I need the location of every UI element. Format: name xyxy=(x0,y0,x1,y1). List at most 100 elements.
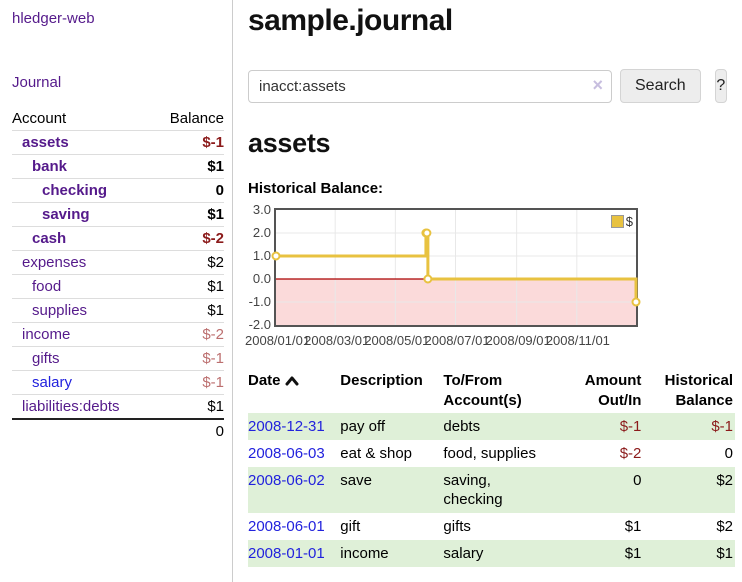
account-row: assets $-1 xyxy=(12,130,224,155)
sidebar-account-link[interactable]: saving xyxy=(42,206,90,223)
x-axis-tick-label: 2008/03/01 xyxy=(304,333,370,348)
search-button[interactable]: Search xyxy=(620,69,701,103)
search-form: × Search ? xyxy=(248,69,727,103)
sidebar-account-link[interactable]: liabilities:debts xyxy=(22,398,120,415)
account-row: checking 0 xyxy=(12,178,224,203)
sidebar-account-link[interactable]: food xyxy=(32,278,62,295)
transaction-description: gift xyxy=(340,518,361,535)
main-content: sample.journal × Search ? assets Histori… xyxy=(233,0,735,582)
page-title: sample.journal xyxy=(248,4,453,37)
sidebar-account-link[interactable]: bank xyxy=(32,158,68,175)
transaction-description: save xyxy=(340,472,372,489)
y-axis-tick-label: 0.0 xyxy=(252,271,271,286)
account-heading: assets xyxy=(248,128,331,158)
transaction-description: income xyxy=(340,545,389,562)
accounts-total-value: 0 xyxy=(152,418,224,443)
transaction-balance: $2 xyxy=(716,518,733,535)
sidebar-account-link[interactable]: expenses xyxy=(22,254,87,271)
transaction-description: pay off xyxy=(340,418,386,435)
account-row: supplies $1 xyxy=(12,298,224,323)
transaction-amount: $-2 xyxy=(619,445,642,462)
sidebar-account-link[interactable]: gifts xyxy=(32,350,60,367)
transaction-amount: $1 xyxy=(624,518,642,535)
account-balance: $1 xyxy=(152,202,224,227)
transaction-date-link[interactable]: 2008-12-31 xyxy=(248,418,325,435)
transaction-accounts: gifts xyxy=(443,518,471,535)
transaction-date-link[interactable]: 2008-06-01 xyxy=(248,518,325,535)
account-balance: $-2 xyxy=(152,226,224,251)
transaction-date-link[interactable]: 2008-06-02 xyxy=(248,472,325,489)
transaction-accounts: debts xyxy=(443,418,481,435)
transaction-amount: $1 xyxy=(624,545,642,562)
transaction-balance: 0 xyxy=(724,445,733,462)
brand-link[interactable]: hledger-web xyxy=(12,10,95,27)
account-row: gifts $-1 xyxy=(12,346,224,371)
account-balance: $-2 xyxy=(152,322,224,347)
x-axis-tick-label: 2008/09/01 xyxy=(485,333,551,348)
account-balance: $-1 xyxy=(152,370,224,395)
transaction-amount: 0 xyxy=(633,472,642,489)
transaction-accounts: saving, checking xyxy=(443,472,503,508)
register-row[interactable]: 2008-01-01 income salary $1 $1 xyxy=(248,540,735,567)
y-axis-tick-label: -2.0 xyxy=(248,317,271,332)
transaction-description: eat & shop xyxy=(340,445,413,462)
sort-ascending-icon xyxy=(285,372,299,392)
chart-canvas xyxy=(271,210,641,325)
sidebar-account-link[interactable]: income xyxy=(22,326,71,343)
account-balance: $1 xyxy=(152,394,224,419)
register-header-accounts: To/From Account(s) xyxy=(443,372,522,409)
x-axis-tick-label: 2008/01/01 xyxy=(245,333,311,348)
transaction-balance: $1 xyxy=(716,545,733,562)
register-header-amount: Amount Out/In xyxy=(584,372,642,409)
transaction-amount: $-1 xyxy=(619,418,642,435)
account-row: bank $1 xyxy=(12,154,224,179)
register-table: Date Description To/From Account(s) Amou… xyxy=(248,369,735,567)
chart-title: Historical Balance: xyxy=(248,180,384,197)
register-header-date[interactable]: Date xyxy=(248,369,340,413)
clear-search-icon[interactable]: × xyxy=(592,74,603,95)
x-axis-tick-label: 2008/07/01 xyxy=(424,333,490,348)
x-axis-tick-label: 2008/05/01 xyxy=(364,333,430,348)
register-row[interactable]: 2008-06-01 gift gifts $1 $2 xyxy=(248,513,735,540)
sidebar-account-link[interactable]: assets xyxy=(22,134,69,151)
account-balance: 0 xyxy=(152,178,224,203)
y-axis-tick-label: 2.0 xyxy=(252,225,271,240)
account-balance: $1 xyxy=(152,154,224,179)
help-button[interactable]: ? xyxy=(714,69,727,103)
transaction-date-link[interactable]: 2008-01-01 xyxy=(248,545,325,562)
sidebar-account-link[interactable]: salary xyxy=(32,374,73,391)
y-axis-tick-label: 1.0 xyxy=(252,248,271,263)
search-input[interactable] xyxy=(248,69,612,103)
transaction-date-link[interactable]: 2008-06-03 xyxy=(248,445,325,462)
register-header-row: Date Description To/From Account(s) Amou… xyxy=(248,369,735,413)
y-axis-tick-label: 3.0 xyxy=(252,202,271,217)
account-balance: $1 xyxy=(152,274,224,299)
legend-swatch xyxy=(610,215,624,228)
transaction-accounts: salary xyxy=(443,545,484,562)
register-row[interactable]: 2008-06-02 save saving, checking 0 $2 xyxy=(248,467,735,513)
account-balance: $1 xyxy=(152,298,224,323)
chart-legend: $ xyxy=(610,214,633,229)
account-row: liabilities:debts $1 xyxy=(12,394,224,419)
sidebar-account-link[interactable]: supplies xyxy=(32,302,88,319)
sidebar-item-journal[interactable]: Journal xyxy=(12,74,62,91)
account-balance: $2 xyxy=(152,250,224,275)
account-row: income $-2 xyxy=(12,322,224,347)
register-header-balance: Historical Balance xyxy=(664,372,733,409)
sidebar: hledger-web Journal Account Balance asse… xyxy=(0,0,233,582)
register-row[interactable]: 2008-12-31 pay off debts $-1 $-1 xyxy=(248,413,735,440)
historical-balance-chart: $ 3.0 2.0 1.0 0.0 -1.0 -2.0 2008/01/01 2008/03/… xyxy=(245,202,727,352)
account-row: salary $-1 xyxy=(12,370,224,395)
accounts-header-account: Account xyxy=(12,110,67,127)
account-row: food $1 xyxy=(12,274,224,299)
chart-plot-area: $ xyxy=(271,208,641,327)
transaction-balance: $-1 xyxy=(711,418,733,435)
register-row[interactable]: 2008-06-03 eat & shop food, supplies $-2 0 xyxy=(248,440,735,467)
account-row: saving $1 xyxy=(12,202,224,227)
sidebar-account-link[interactable]: cash xyxy=(32,230,67,247)
transaction-balance: $2 xyxy=(716,472,733,489)
sidebar-account-link[interactable]: checking xyxy=(42,182,108,199)
register-header-description: Description xyxy=(340,372,423,389)
account-balance: $-1 xyxy=(152,346,224,371)
